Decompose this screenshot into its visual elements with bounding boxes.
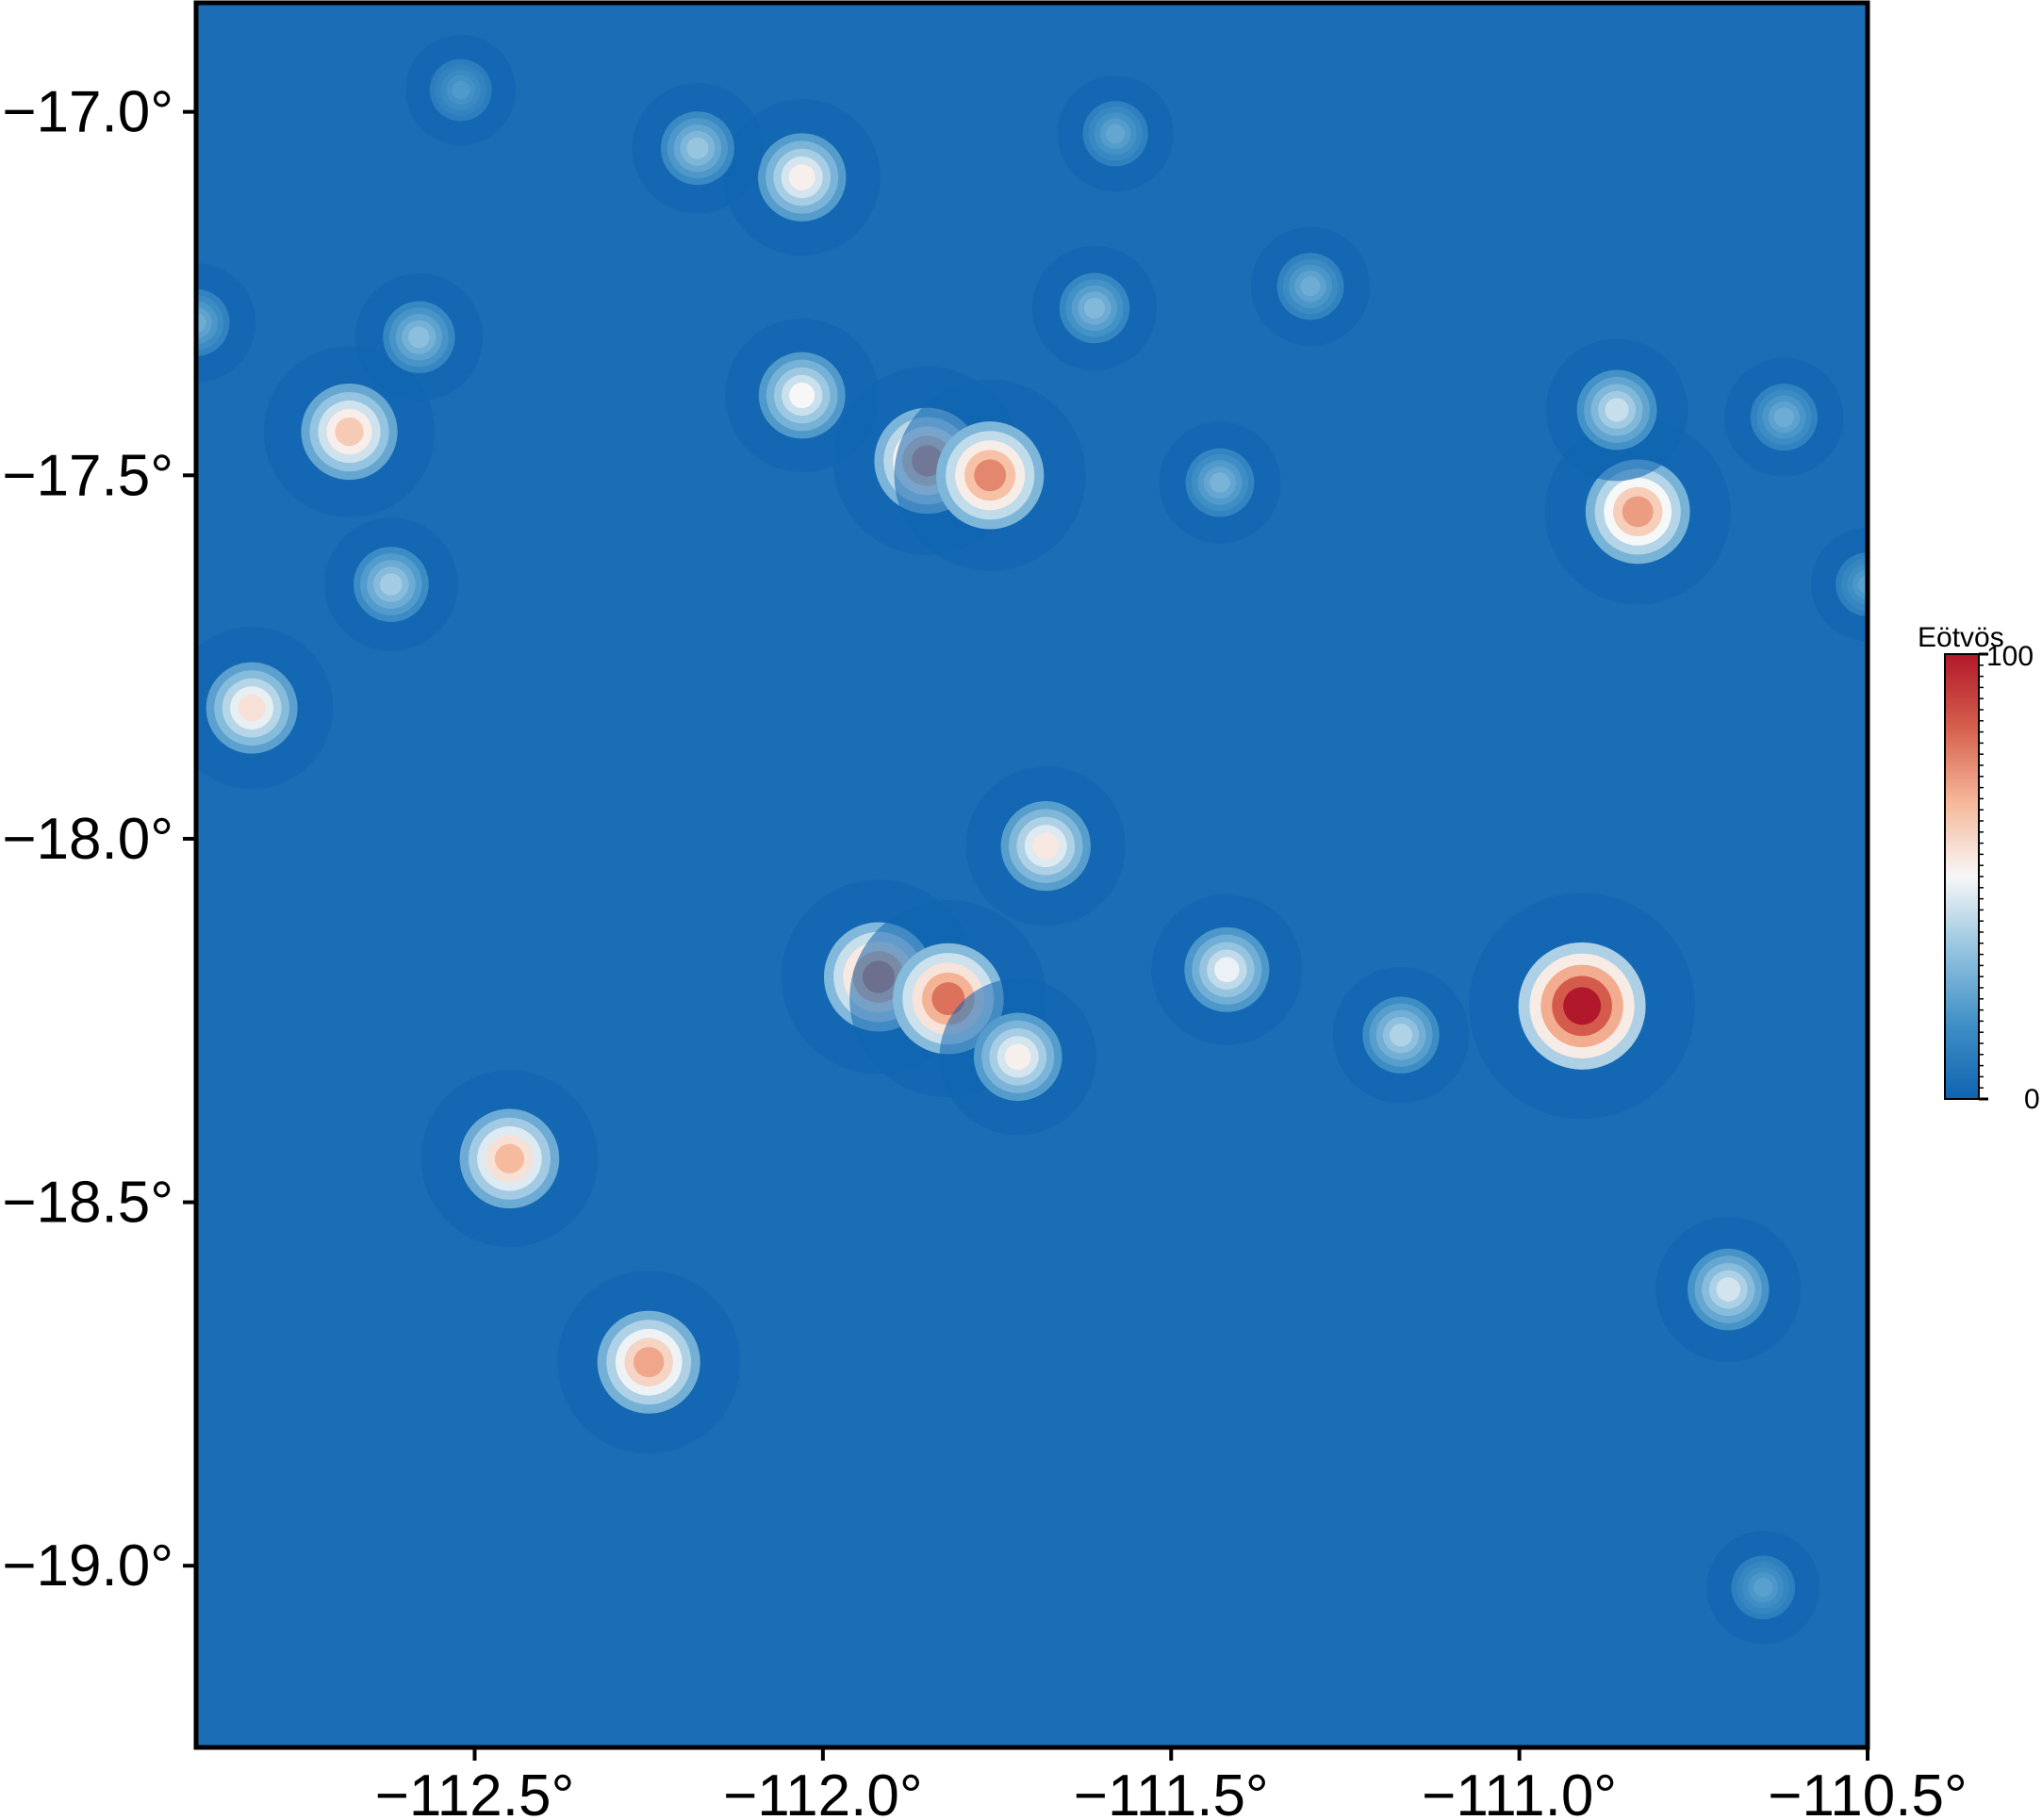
anomaly-feature (196, 263, 256, 383)
colorbar-tick-label: 0 (2024, 1084, 2040, 1115)
anomaly-feature (939, 978, 1096, 1136)
anomaly-contour (1857, 574, 1868, 595)
x-tick-label: −111.5° (1074, 1763, 1269, 1820)
anomaly-feature (632, 82, 764, 214)
anomaly-contour (335, 417, 364, 447)
anomaly-contour (1032, 832, 1060, 860)
anomaly-feature (354, 272, 484, 402)
anomaly-feature (894, 379, 1086, 571)
anomaly-contour (1083, 297, 1106, 319)
anomaly-feature (1031, 245, 1158, 371)
anomaly-feature (557, 1271, 741, 1454)
colorbar-minor-ticks (1979, 653, 1984, 1100)
anomaly-feature (1706, 1531, 1820, 1645)
anomaly-contour (196, 312, 206, 333)
anomaly-contour (1563, 987, 1602, 1025)
anomaly-contour (1300, 276, 1321, 297)
x-tick-label: −110.5° (1768, 1763, 1968, 1820)
anomaly-feature (1159, 421, 1281, 544)
anomaly-feature (1655, 1217, 1802, 1363)
x-tick-label: −112.0° (723, 1763, 923, 1820)
anomaly-contour (788, 164, 815, 190)
y-tick-label: −17.0° (2, 80, 173, 145)
anomaly-contour (1716, 1277, 1741, 1302)
colorbar-title: Eötvös (1918, 622, 2004, 653)
anomaly-layer (196, 34, 1868, 1645)
anomaly-feature (965, 765, 1126, 926)
anomaly-contour (1773, 407, 1794, 428)
anomaly-feature (1724, 357, 1844, 477)
anomaly-contour (1105, 123, 1126, 144)
x-tick-label: −112.5° (375, 1763, 575, 1820)
anomaly-contour (408, 326, 430, 349)
anomaly-feature (1810, 527, 1868, 642)
anomaly-contour (634, 1347, 665, 1378)
anomaly-feature (196, 626, 334, 790)
anomaly-feature (324, 517, 458, 651)
colorbar-ticks: 100 0 (1979, 641, 2040, 1115)
anomaly-feature (1250, 226, 1371, 346)
anomaly-feature (1469, 893, 1696, 1120)
anomaly-feature (1332, 966, 1470, 1104)
colorbar-tick-label: 100 (1986, 641, 2034, 672)
y-tick-label: −17.5° (2, 443, 173, 508)
y-tick-label: −18.5° (2, 1171, 173, 1236)
anomaly-feature (723, 98, 881, 256)
anomaly-feature (420, 1070, 599, 1248)
anomaly-contour (1214, 957, 1240, 983)
anomaly-contour (1389, 1024, 1413, 1047)
anomaly-contour (380, 573, 403, 596)
anomaly-contour (1605, 398, 1629, 422)
anomaly-contour (931, 982, 965, 1016)
colorbar-ramp (1944, 653, 1980, 1100)
map-frame (193, 0, 1870, 1750)
anomaly-contour (494, 1143, 525, 1173)
anomaly-feature (405, 34, 517, 146)
y-tick-label: −18.0° (2, 807, 173, 872)
anomaly-contour (238, 694, 266, 722)
y-axis: −17.0° −17.5° −18.0° −18.5° −19.0° (2, 80, 196, 1599)
y-tick-label: −19.0° (2, 1533, 173, 1599)
x-axis: −112.5° −112.0° −111.5° −111.0° −110.5° (375, 1747, 1968, 1820)
anomaly-feature (1057, 75, 1174, 192)
anomaly-contour (686, 137, 709, 159)
anomaly-contour (1622, 496, 1654, 528)
anomaly-contour (1210, 472, 1230, 493)
anomaly-contour (1004, 1043, 1031, 1071)
anomaly-contour (789, 382, 815, 409)
anomaly-feature (725, 318, 880, 473)
anomaly-contour (974, 459, 1007, 492)
x-tick-label: −111.0° (1422, 1763, 1617, 1820)
colorbar: Eötvös 100 0 (1918, 622, 2040, 1115)
anomaly-contour (451, 80, 470, 100)
anomaly-contour (1754, 1578, 1773, 1598)
anomaly-feature (1545, 338, 1688, 482)
anomaly-feature (1151, 894, 1303, 1045)
